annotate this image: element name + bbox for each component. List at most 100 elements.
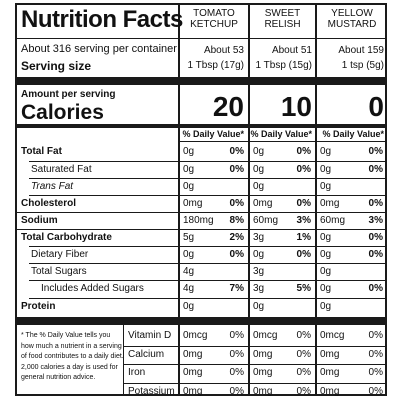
amount-sat-fat-0: 0g — [183, 164, 195, 175]
vitamin-amount-potassium-0: 0mg — [183, 385, 203, 397]
dv-total-carb-0: 2% — [229, 232, 244, 243]
serving-size-label: Serving size — [21, 59, 92, 73]
nutrient-label-sodium: Sodium — [21, 215, 58, 226]
servings-relish: About 51 — [271, 45, 312, 56]
dv-fiber-2: 0% — [368, 249, 383, 260]
row-divider — [29, 195, 385, 196]
vitamin-amount-vitamin-d-2: 0mcg — [320, 330, 345, 341]
vitamin-row-divider — [124, 345, 385, 347]
dv-added-sugars-2: 0% — [368, 283, 383, 294]
dv-total-fat-1: 0% — [296, 146, 311, 157]
servings-ketchup: About 53 — [203, 45, 244, 56]
amount-sodium-1: 60mg — [253, 215, 279, 226]
calories-label: Calories — [21, 101, 104, 124]
vitamin-dv-iron-2: 0% — [368, 367, 383, 378]
dv-header-relish: % Daily Value* — [250, 129, 312, 139]
amount-cholesterol-1: 0mg — [253, 198, 273, 209]
dv-total-carb-2: 0% — [368, 232, 383, 243]
amount-total-carb-0: 5g — [183, 232, 195, 243]
dv-added-sugars-0: 7% — [229, 283, 244, 294]
dv-sat-fat-1: 0% — [296, 164, 311, 175]
row-divider — [29, 246, 385, 247]
vitamin-dv-vitamin-d-2: 0% — [368, 330, 383, 341]
column-divider-2 — [248, 5, 250, 394]
serving-size-ketchup: 1 Tbsp (17g) — [187, 60, 244, 71]
dv-fiber-0: 0% — [229, 249, 244, 260]
dv-cholesterol-1: 0% — [296, 198, 311, 209]
vitamin-label-calcium: Calcium — [128, 348, 165, 360]
dv-cholesterol-2: 0% — [368, 198, 383, 209]
row-divider — [29, 298, 385, 299]
vitamin-label-potassium: Potassium — [128, 385, 175, 397]
amount-protein-0: 0g — [183, 301, 195, 312]
servings-mustard: About 159 — [338, 45, 384, 56]
amount-total-fat-0: 0g — [183, 146, 195, 157]
serving-size-relish: 1 Tbsp (15g) — [255, 60, 312, 71]
row-divider — [29, 280, 385, 281]
row-divider — [29, 263, 385, 264]
amount-sodium-2: 60mg — [320, 215, 346, 226]
title-rule — [17, 38, 178, 39]
dv-sodium-1: 3% — [296, 215, 311, 226]
vitamin-amount-potassium-1: 0mg — [253, 385, 273, 397]
vitamin-row-divider — [124, 364, 385, 365]
dv-sat-fat-2: 0% — [368, 164, 383, 175]
medium-rule — [17, 124, 385, 128]
dv-header-ketchup: % Daily Value* — [182, 129, 244, 139]
amount-cholesterol-0: 0mg — [183, 198, 203, 209]
dv-fiber-1: 0% — [296, 249, 311, 260]
vitamin-dv-potassium-0: 0% — [229, 385, 244, 397]
row-divider — [29, 161, 385, 162]
amount-added-sugars-1: 3g — [253, 283, 265, 294]
thick-rule-2 — [17, 317, 385, 325]
vitamin-row-divider — [124, 382, 385, 384]
footnote-line-3: of food contributes to a daily diet. — [21, 353, 124, 360]
row-divider — [29, 178, 385, 179]
vitamin-dv-vitamin-d-0: 0% — [229, 330, 244, 341]
product-name-relish-line1: SWEET — [264, 8, 301, 19]
thick-rule-1 — [17, 77, 385, 85]
nutrient-label-total-carb: Total Carbohydrate — [21, 232, 112, 243]
dv-sat-fat-0: 0% — [229, 164, 244, 175]
vitamin-dv-calcium-0: 0% — [229, 348, 244, 360]
footnote-line-5: general nutrition advice. — [21, 374, 96, 381]
nutrient-label-protein: Protein — [21, 301, 56, 312]
amount-added-sugars-2: 0g — [320, 283, 332, 294]
calories-mustard: 0 — [368, 91, 384, 122]
nutrient-label-fiber: Dietary Fiber — [31, 249, 89, 260]
amount-total-carb-2: 0g — [320, 232, 332, 243]
dv-total-fat-2: 0% — [368, 146, 383, 157]
amount-trans-fat-1: 0g — [253, 181, 265, 192]
product-name-ketchup-line2: KETCHUP — [190, 19, 238, 30]
footnote-line-1: * The % Daily Value tells you — [21, 332, 111, 339]
dv-total-fat-0: 0% — [229, 146, 244, 157]
amount-total-fat-1: 0g — [253, 146, 265, 157]
column-divider-3 — [315, 5, 317, 394]
footnote-line-2: how much a nutrient in a serving — [21, 342, 122, 350]
product-header-rule — [180, 38, 387, 39]
nutrient-label-trans-fat: Trans Fat — [31, 181, 74, 192]
amount-fiber-1: 0g — [253, 249, 265, 260]
amount-total-sugars-1: 3g — [253, 266, 265, 277]
amount-total-fat-2: 0g — [320, 146, 332, 157]
product-name-mustard-line2: MUSTARD — [327, 19, 377, 30]
product-name-relish-line2: RELISH — [264, 19, 301, 30]
serving-size-mustard: 1 tsp (5g) — [341, 60, 384, 71]
nutrient-label-total-fat: Total Fat — [21, 146, 62, 157]
vitamin-amount-vitamin-d-1: 0mcg — [253, 330, 278, 341]
amount-sat-fat-2: 0g — [320, 164, 332, 175]
footnote-line-4: 2,000 calories a day is used for — [21, 363, 118, 371]
dv-cholesterol-0: 0% — [229, 198, 244, 209]
vitamin-amount-potassium-2: 0mg — [320, 385, 340, 397]
dv-header-mustard: % Daily Value* — [322, 129, 384, 139]
amount-total-carb-1: 3g — [253, 232, 265, 243]
row-divider — [17, 229, 385, 230]
amount-total-sugars-0: 4g — [183, 266, 195, 277]
amount-total-sugars-2: 0g — [320, 266, 332, 277]
amount-protein-2: 0g — [320, 301, 332, 312]
row-divider — [17, 212, 385, 213]
vitamin-dv-vitamin-d-1: 0% — [296, 330, 311, 341]
label-title: Nutrition Facts — [21, 6, 183, 33]
vitamin-dv-calcium-2: 0% — [368, 348, 383, 360]
dv-total-carb-1: 1% — [296, 232, 311, 243]
